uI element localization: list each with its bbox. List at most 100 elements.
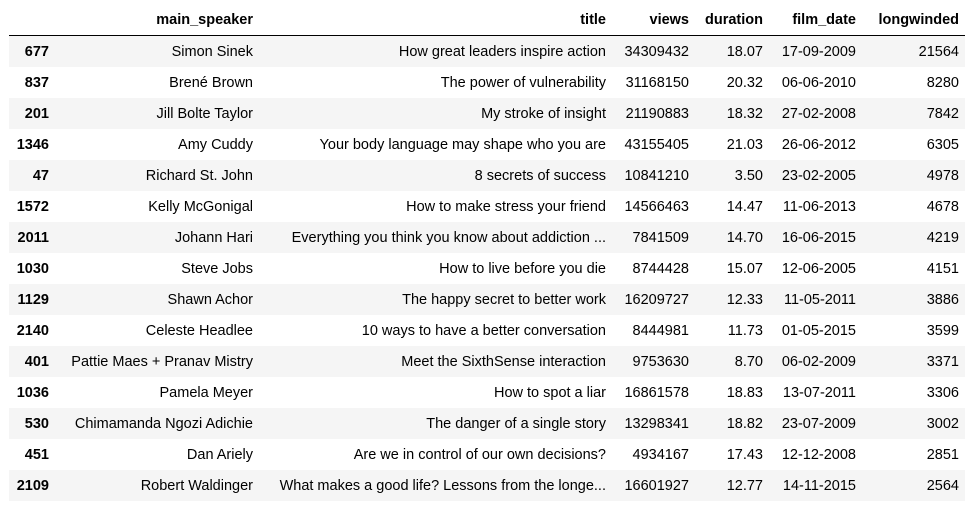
cell-duration: 18.82	[726, 415, 763, 432]
cell-film-date: 06-06-2010	[781, 74, 856, 91]
row-index: 47	[32, 167, 49, 184]
table-row: 401 Pattie Maes + Pranav Mistry Meet the S…	[9, 346, 965, 377]
cell-film-date: 16-06-2015	[781, 229, 856, 246]
cell-title: Your body language may shape who you are	[319, 136, 606, 153]
cell-duration: 17.43	[726, 446, 763, 463]
table-row: 530 Chimamanda Ngozi Adichie The danger of…	[9, 408, 965, 439]
cell-longwinded: 6305	[926, 136, 959, 153]
cell-duration: 11.73	[727, 322, 763, 339]
cell-longwinded: 8280	[926, 74, 959, 91]
cell-main-speaker: Richard St. John	[145, 167, 253, 184]
cell-film-date: 27-02-2008	[781, 105, 856, 122]
cell-views: 4934167	[632, 446, 689, 463]
cell-longwinded: 3002	[926, 415, 959, 432]
table-row: 2140 Celeste Headlee 10 ways to have a bet…	[9, 315, 965, 346]
row-index: 1572	[16, 198, 49, 215]
cell-film-date: 12-12-2008	[781, 446, 856, 463]
cell-views: 10841210	[624, 167, 689, 184]
cell-duration: 18.07	[726, 43, 763, 60]
cell-film-date: 26-06-2012	[781, 136, 856, 153]
row-index: 530	[24, 415, 49, 432]
cell-views: 34309432	[624, 43, 689, 60]
cell-film-date: 14-11-2015	[782, 477, 856, 494]
table-row: 837 Brené Brown The power of vulnerability…	[9, 67, 965, 98]
cell-film-date: 01-05-2015	[781, 322, 856, 339]
cell-title: Are we in control of our own decisions?	[353, 446, 606, 463]
cell-longwinded: 4978	[926, 167, 959, 184]
cell-title: The power of vulnerability	[440, 74, 606, 91]
cell-film-date: 17-09-2009	[781, 43, 856, 60]
table-row: 1036 Pamela Meyer How to spot a liar 168615…	[9, 377, 965, 408]
cell-title: 10 ways to have a better conversation	[361, 322, 606, 339]
duration-header: duration	[695, 5, 769, 36]
cell-main-speaker: Robert Waldinger	[140, 477, 253, 494]
cell-main-speaker: Brené Brown	[169, 74, 253, 91]
cell-duration: 3.50	[734, 167, 763, 184]
cell-longwinded: 4151	[926, 260, 959, 277]
cell-longwinded: 3599	[926, 322, 959, 339]
table-row: 1030 Steve Jobs How to live before you die…	[9, 253, 965, 284]
row-index: 201	[24, 105, 49, 122]
cell-longwinded: 2564	[926, 477, 959, 494]
row-index: 2109	[16, 477, 49, 494]
cell-views: 7841509	[632, 229, 689, 246]
cell-title: The danger of a single story	[426, 415, 606, 432]
cell-views: 13298341	[624, 415, 689, 432]
table-body: 677 Simon Sinek How great leaders inspire …	[9, 35, 965, 501]
cell-main-speaker: Celeste Headlee	[145, 322, 253, 339]
cell-longwinded: 3371	[926, 353, 959, 370]
cell-main-speaker: Simon Sinek	[171, 43, 253, 60]
cell-main-speaker: Pamela Meyer	[159, 384, 253, 401]
cell-film-date: 12-06-2005	[781, 260, 856, 277]
table-row: 677 Simon Sinek How great leaders inspire …	[9, 35, 965, 67]
cell-main-speaker: Johann Hari	[174, 229, 253, 246]
index-header	[9, 5, 55, 36]
table-row: 201 Jill Bolte Taylor My stroke of insight…	[9, 98, 965, 129]
table-header: main_speaker title views duration film_date l…	[9, 5, 965, 36]
cell-film-date: 23-07-2009	[781, 415, 856, 432]
cell-longwinded: 7842	[926, 105, 959, 122]
cell-film-date: 06-02-2009	[781, 353, 856, 370]
table-row: 2011 Johann Hari Everything you think you …	[9, 222, 965, 253]
cell-views: 8744428	[632, 260, 689, 277]
cell-main-speaker: Kelly McGonigal	[148, 198, 253, 215]
cell-main-speaker: Shawn Achor	[167, 291, 253, 308]
row-index: 1030	[16, 260, 49, 277]
cell-views: 8444981	[632, 322, 689, 339]
table-row: 1572 Kelly McGonigal How to make stress yo…	[9, 191, 965, 222]
row-index: 451	[24, 446, 49, 463]
film-date-header: film_date	[769, 5, 862, 36]
cell-duration: 20.32	[726, 74, 763, 91]
cell-duration: 18.32	[726, 105, 763, 122]
cell-longwinded: 2851	[926, 446, 959, 463]
row-index: 401	[24, 353, 49, 370]
cell-views: 21190883	[625, 105, 689, 122]
cell-duration: 12.77	[726, 477, 763, 494]
cell-film-date: 23-02-2005	[781, 167, 856, 184]
row-index: 1346	[16, 136, 49, 153]
cell-duration: 21.03	[726, 136, 763, 153]
cell-film-date: 11-05-2011	[783, 291, 856, 308]
row-index: 1129	[17, 291, 49, 308]
cell-duration: 15.07	[726, 260, 763, 277]
row-index: 1036	[16, 384, 49, 401]
cell-views: 31168150	[625, 74, 689, 91]
cell-title: Everything you think you know about addi…	[291, 229, 606, 246]
views-header: views	[612, 5, 695, 36]
dataframe-table: main_speaker title views duration film_date l…	[9, 5, 965, 501]
row-index: 2011	[17, 229, 49, 246]
cell-views: 9753630	[632, 353, 689, 370]
row-index: 837	[24, 74, 49, 91]
cell-duration: 14.70	[726, 229, 763, 246]
row-index: 2140	[16, 322, 49, 339]
cell-longwinded: 4219	[926, 229, 959, 246]
table-row: 47 Richard St. John 8 secrets of success 10…	[9, 160, 965, 191]
cell-duration: 8.70	[734, 353, 763, 370]
cell-longwinded: 3306	[926, 384, 959, 401]
cell-film-date: 11-06-2013	[782, 198, 856, 215]
cell-duration: 12.33	[726, 291, 763, 308]
cell-longwinded: 21564	[918, 43, 959, 60]
cell-title: How great leaders inspire action	[398, 43, 606, 60]
longwinded-header: longwinded	[862, 5, 965, 36]
cell-main-speaker: Amy Cuddy	[178, 136, 253, 153]
